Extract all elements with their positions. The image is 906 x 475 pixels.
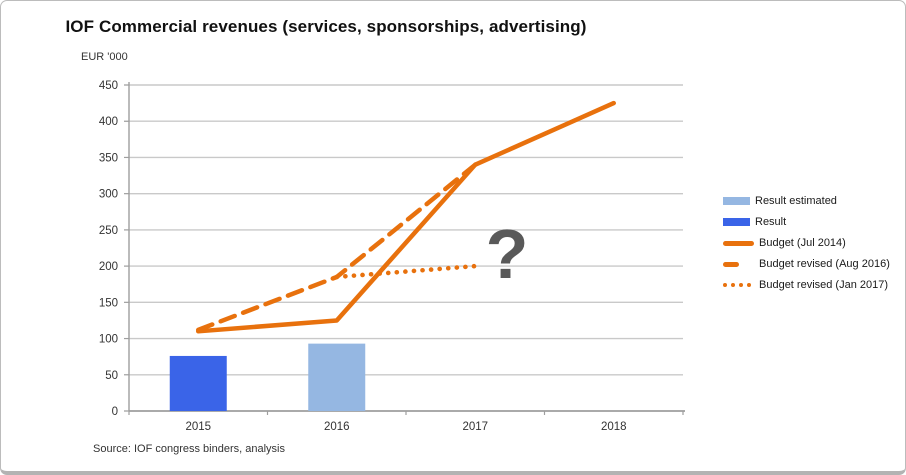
legend-swatch-result-estimated — [723, 197, 750, 205]
line-budget-revised-jan-2017- — [334, 263, 478, 280]
legend-swatch-result — [723, 218, 750, 226]
y-tick-label-450: 450 — [99, 80, 118, 92]
y-tick-label-0: 0 — [112, 406, 118, 418]
legend-label-result: Result — [755, 216, 787, 228]
y-tick-label-250: 250 — [99, 225, 118, 237]
legend-label-result-estimated: Result estimated — [755, 195, 837, 207]
chart-title: IOF Commercial revenues (services, spons… — [65, 17, 587, 36]
y-tick-label-200: 200 — [99, 261, 118, 273]
question-mark-annotation: ? — [485, 215, 529, 293]
x-tick-label-2016: 2016 — [324, 421, 350, 433]
legend-item-budget-revised-aug-2016: Budget revised (Aug 2016) — [723, 258, 890, 270]
legend-item-budget-jul-2014: Budget (Jul 2014) — [723, 237, 890, 249]
x-tick-label-2017: 2017 — [462, 421, 488, 433]
y-tick-label-300: 300 — [99, 189, 118, 201]
legend-swatch-budget-revised-aug-2016 — [723, 261, 739, 267]
bar-2016-result-estimated — [308, 343, 366, 411]
y-tick-label-400: 400 — [99, 116, 118, 128]
legend-swatch-budget-revised-jan-2017 — [723, 283, 727, 287]
legend-label-budget-revised-jan-2017: Budget revised (Jan 2017) — [759, 279, 889, 291]
y-tick-label-50: 50 — [105, 370, 118, 382]
line-budget-revised-aug-2016- — [196, 162, 478, 333]
bar-2015-result — [169, 355, 227, 411]
y-tick-label-100: 100 — [99, 334, 118, 346]
legend-swatch-budget-jul-2014 — [723, 240, 754, 246]
legend-item-budget-revised-jan-2017: Budget revised (Jan 2017) — [723, 279, 890, 291]
y-tick-label-150: 150 — [99, 297, 118, 309]
x-tick-label-2018: 2018 — [601, 421, 627, 433]
x-tick-label-2015: 2015 — [185, 421, 211, 433]
legend-label-budget-revised-aug-2016: Budget revised (Aug 2016) — [759, 258, 890, 270]
source-note: Source: IOF congress binders, analysis — [93, 443, 285, 455]
y-tick-label-350: 350 — [99, 152, 118, 164]
legend-item-result: Result — [723, 216, 890, 228]
legend-item-result-estimated: Result estimated — [723, 195, 890, 207]
legend-label-budget-jul-2014: Budget (Jul 2014) — [759, 237, 846, 249]
line-budget-jul-2014- — [196, 100, 616, 334]
legend: Result estimated Result Budget (Jul 2014… — [723, 195, 890, 291]
y-axis-unit-label: EUR '000 — [81, 51, 128, 63]
